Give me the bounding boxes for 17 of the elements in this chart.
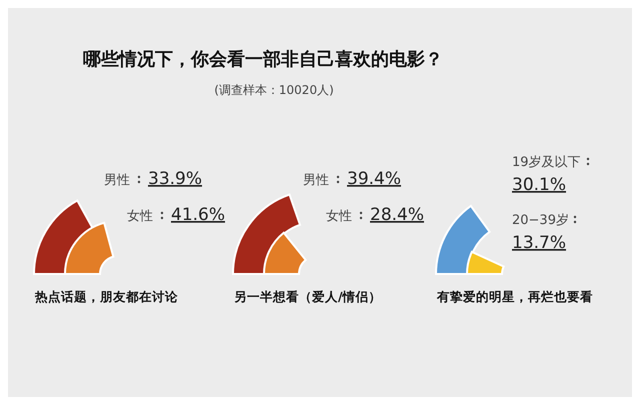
text: 有挚爱的明星，再烂也要看 [436, 289, 593, 304]
category-label: 女性 [127, 209, 153, 224]
category-label: 女性 [326, 209, 352, 224]
data-label: 33.9% [148, 169, 202, 189]
text: 另一半想看（爱人/情侣） [234, 289, 382, 304]
category-label: 20−39岁 [512, 213, 569, 228]
text: 热点话题，朋友都在讨论 [34, 289, 179, 304]
text: 哪些情况下，你会看一部非自己喜欢的电影？ [83, 49, 443, 70]
category-label: 男性 [303, 173, 329, 188]
data-label: 41.6% [171, 205, 226, 225]
data-label: 30.1% [512, 175, 566, 195]
data-label: 39.4% [347, 169, 402, 189]
data-label: 28.4% [370, 205, 424, 225]
data-label: 13.7% [512, 233, 566, 253]
category-label: 男性 [104, 173, 130, 188]
category-label: 19岁及以下 [512, 155, 581, 170]
text: (调查样本：10020人) [214, 83, 334, 97]
